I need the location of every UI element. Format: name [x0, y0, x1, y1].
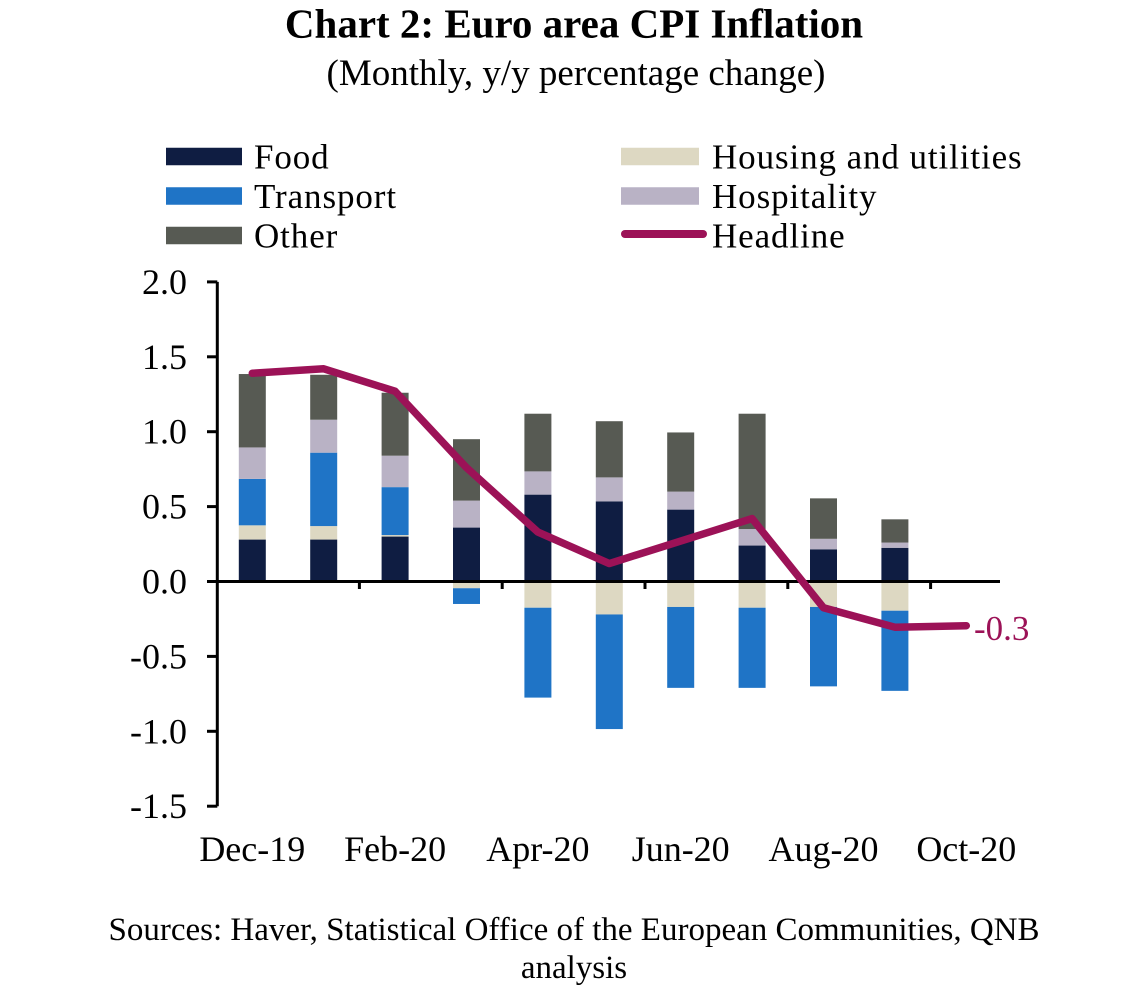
- svg-text:Headline: Headline: [712, 217, 846, 256]
- svg-text:Dec-19: Dec-19: [199, 829, 305, 869]
- svg-text:Aug-20: Aug-20: [769, 829, 879, 869]
- svg-text:-1.5: -1.5: [130, 786, 187, 826]
- svg-text:analysis: analysis: [521, 950, 627, 986]
- svg-text:Transport: Transport: [254, 177, 397, 216]
- svg-text:-0.5: -0.5: [130, 636, 187, 676]
- svg-text:1.0: 1.0: [142, 412, 187, 452]
- svg-text:Jun-20: Jun-20: [632, 829, 730, 869]
- svg-text:Apr-20: Apr-20: [486, 829, 589, 869]
- svg-text:0.0: 0.0: [142, 562, 187, 602]
- svg-text:Housing and utilities: Housing and utilities: [712, 138, 1023, 177]
- svg-text:-1.0: -1.0: [130, 711, 187, 751]
- svg-text:1.5: 1.5: [142, 337, 187, 377]
- svg-text:-0.3: -0.3: [974, 609, 1029, 648]
- svg-text:Food: Food: [254, 138, 330, 177]
- svg-text:0.5: 0.5: [142, 487, 187, 527]
- svg-text:(Monthly, y/y percentage chang: (Monthly, y/y percentage change): [327, 53, 826, 94]
- svg-text:Other: Other: [254, 217, 338, 256]
- svg-text:Chart 2: Euro area CPI Inflati: Chart 2: Euro area CPI Inflation: [285, 1, 863, 47]
- svg-text:Feb-20: Feb-20: [344, 829, 446, 869]
- svg-text:Hospitality: Hospitality: [712, 177, 877, 216]
- svg-text:2.0: 2.0: [142, 262, 187, 302]
- svg-text:Sources: Haver, Statistical Of: Sources: Haver, Statistical Office of th…: [108, 912, 1039, 948]
- svg-text:Oct-20: Oct-20: [916, 829, 1016, 869]
